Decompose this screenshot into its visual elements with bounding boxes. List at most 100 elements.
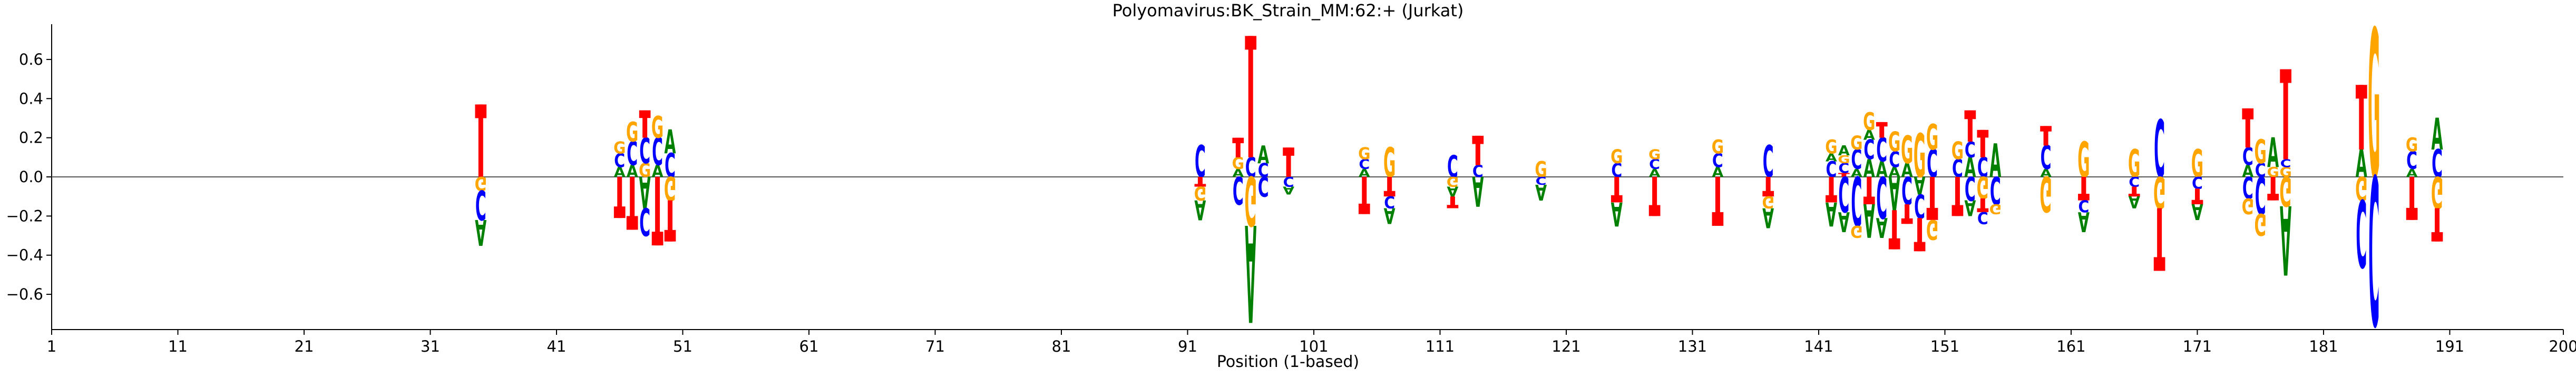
logo-letter-C: C: [1914, 186, 1925, 224]
y-tick-label: −0.6: [6, 285, 43, 303]
logo-letter-glyph: C: [627, 135, 638, 173]
logo-letter-G: G: [651, 110, 663, 145]
x-tick-label: 200: [2549, 337, 2576, 355]
logo-letter-glyph: G: [1838, 153, 1850, 166]
logo-letter-C: C: [1952, 155, 1963, 183]
x-tick-label: 21: [295, 337, 314, 355]
logo-letter-C: C: [2154, 104, 2165, 196]
logo-letter-G: G: [1447, 173, 1459, 188]
logo-letter-glyph: A: [2129, 192, 2140, 211]
logo-letter-G: G: [1914, 121, 1926, 191]
logo-letter-A: A: [2040, 167, 2052, 180]
logo-letter-glyph: G: [651, 110, 663, 145]
logo-letter-glyph: C: [2041, 140, 2052, 177]
logo-letter-A: A: [639, 166, 651, 217]
logo-letter-glyph: G: [1901, 128, 1913, 172]
logo-letter-glyph: A: [1964, 195, 1976, 220]
logo-letter-glyph: C: [1914, 186, 1925, 224]
logo-letter-G: G: [1762, 192, 1774, 211]
logo-letter-glyph: G: [1977, 170, 1989, 205]
logo-letter-glyph: A: [2191, 199, 2203, 224]
logo-letter-glyph: C: [1952, 155, 1963, 183]
logo-letter-glyph: G: [2368, 0, 2380, 225]
logo-letter-glyph: C: [1851, 144, 1862, 176]
logo-letter-C: C: [2255, 160, 2266, 182]
logo-letter-A: A: [1762, 202, 1774, 234]
logo-letter-G: G: [613, 138, 626, 157]
logo-letter-glyph: A: [1838, 206, 1850, 238]
logo-letter-T-cap: [2280, 69, 2291, 83]
logo-letter-G: G: [664, 169, 676, 207]
logo-letter-glyph: A: [627, 162, 638, 181]
logo-letter-glyph: C: [2432, 142, 2443, 186]
logo-letter-C: C: [1977, 208, 1988, 227]
logo-letter-G: G: [1888, 126, 1900, 158]
logo-letter-glyph: G: [1926, 117, 1938, 158]
logo-letter-glyph: C: [1536, 174, 1547, 187]
logo-letter-A: A: [1826, 151, 1838, 164]
logo-letter-T-cap: [2355, 85, 2367, 99]
logo-letter-C: C: [1447, 149, 1458, 184]
logo-letter-T-cap: [639, 110, 651, 118]
logo-letter-C: C: [2129, 173, 2140, 188]
logo-letter-T-cap: [651, 232, 663, 246]
logo-letter-glyph: C: [1384, 192, 1395, 211]
logo-letter-glyph: A: [614, 165, 626, 180]
logo-letter-glyph: G: [2191, 142, 2203, 186]
logo-letter-A: A: [627, 162, 638, 181]
logo-letter-C: C: [1927, 142, 1938, 186]
logo-letter-glyph: A: [1863, 193, 1875, 247]
logo-letter-T-cap: [1232, 137, 1244, 144]
logo-letter-T-cap: [1611, 195, 1623, 203]
logo-letter-glyph: C: [1245, 152, 1256, 184]
x-tick-label: 61: [799, 337, 819, 355]
logo-letter-G: G: [2077, 132, 2090, 189]
logo-letter-G: G: [2255, 133, 2267, 171]
logo-letter-T-cap: [475, 104, 487, 118]
logo-letter-C: C: [1851, 144, 1862, 176]
logo-letter-C: C: [2406, 147, 2417, 175]
logo-letter-A: A: [1611, 194, 1623, 232]
x-tick-label: 41: [547, 337, 567, 355]
logo-letter-glyph: C: [2356, 178, 2367, 286]
logo-letter-A: A: [1914, 171, 1926, 199]
logo-letter-glyph: A: [1712, 165, 1723, 180]
logo-letter-glyph: A: [2406, 167, 2418, 180]
logo-letter-A: A: [1472, 167, 1484, 214]
logo-letter-glyph: G: [1989, 201, 2002, 216]
logo-letter-C: C: [1965, 169, 1976, 207]
logo-letter-A: A: [2129, 192, 2140, 211]
logo-letter-C: C: [639, 131, 650, 172]
logo-letter-T-cap: [1283, 147, 1294, 156]
logo-letter-glyph: G: [2267, 165, 2279, 180]
logo-letter-glyph: A: [1863, 128, 1875, 143]
logo-letter-C: C: [1838, 165, 1849, 222]
logo-letter-glyph: C: [1977, 152, 1988, 184]
logo-letter-glyph: A: [1194, 194, 1206, 226]
logo-letter-C: C: [1649, 157, 1660, 172]
logo-letter-G: G: [2255, 207, 2267, 242]
logo-letter-glyph: A: [1535, 179, 1547, 204]
logo-letter-T-cap: [2040, 126, 2052, 132]
logo-letter-G: G: [1850, 132, 1862, 154]
logo-letter-glyph: C: [1876, 163, 1887, 230]
logo-letter-A: A: [1851, 167, 1863, 180]
logo-letter-glyph: A: [1384, 203, 1396, 228]
logo-letter-glyph: C: [1863, 134, 1875, 166]
logo-letter-C: C: [2242, 143, 2253, 171]
logo-letter-A: A: [2280, 183, 2291, 294]
x-tick-label: 1: [47, 337, 56, 355]
logo-letter-glyph: G: [613, 138, 626, 157]
logo-letter-glyph: C: [2078, 196, 2089, 215]
logo-letter-glyph: C: [1195, 137, 1206, 187]
logo-letter-glyph: A: [475, 211, 486, 252]
x-tick-label: 151: [1930, 337, 1959, 355]
logo-letter-A: A: [1838, 206, 1850, 238]
logo-letter-glyph: G: [2128, 142, 2140, 186]
logo-letter-A: A: [1876, 212, 1888, 244]
logo-letter-glyph: C: [1838, 161, 1849, 176]
logo-letter-glyph: C: [1965, 169, 1976, 207]
logo-letter-G: G: [1825, 136, 1837, 158]
logo-letter-glyph: C: [2242, 143, 2253, 171]
